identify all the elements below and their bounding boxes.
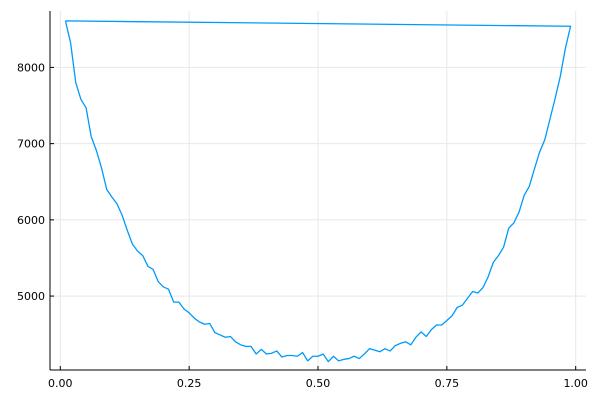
- y-tick-label: 5000: [17, 290, 45, 303]
- x-tick-label: 0.50: [306, 377, 331, 390]
- y-tick-label: 8000: [17, 61, 45, 74]
- y-axis-ticks: 5000 6000 7000 8000: [17, 61, 54, 303]
- x-tick-label: 0.00: [48, 377, 73, 390]
- y-tick-label: 7000: [17, 138, 45, 151]
- y-grid: [50, 66, 586, 297]
- y-tick-label: 6000: [17, 214, 45, 227]
- x-tick-label: 0.75: [435, 377, 460, 390]
- x-grid: [59, 11, 577, 370]
- x-tick-label: 1.00: [563, 377, 588, 390]
- series-layer: [64, 20, 572, 363]
- x-tick-label: 0.25: [177, 377, 202, 390]
- x-axis-ticks: 0.00 0.25 0.50 0.75 1.00: [48, 366, 588, 390]
- series-line-1: [64, 20, 572, 363]
